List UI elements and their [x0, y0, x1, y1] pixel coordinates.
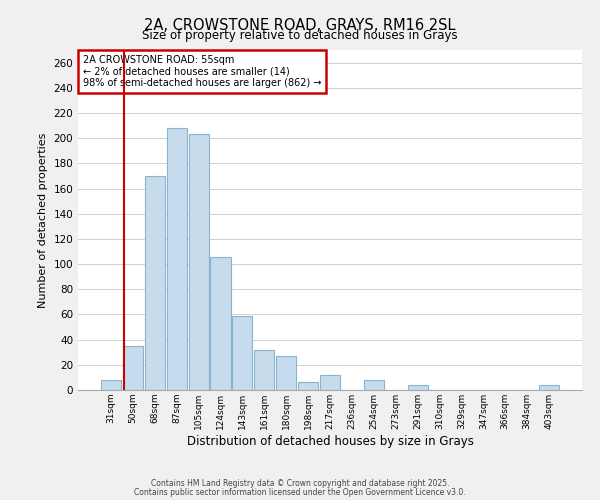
Bar — [188, 134, 209, 390]
Bar — [407, 385, 428, 390]
Text: Contains HM Land Registry data © Crown copyright and database right 2025.: Contains HM Land Registry data © Crown c… — [151, 479, 449, 488]
Bar — [254, 350, 274, 390]
Bar — [167, 128, 187, 390]
Bar — [232, 316, 253, 390]
Text: Size of property relative to detached houses in Grays: Size of property relative to detached ho… — [142, 29, 458, 42]
Bar — [364, 380, 384, 390]
Bar — [123, 346, 143, 390]
Text: Contains public sector information licensed under the Open Government Licence v3: Contains public sector information licen… — [134, 488, 466, 497]
X-axis label: Distribution of detached houses by size in Grays: Distribution of detached houses by size … — [187, 434, 473, 448]
Bar — [539, 385, 559, 390]
Text: 2A, CROWSTONE ROAD, GRAYS, RM16 2SL: 2A, CROWSTONE ROAD, GRAYS, RM16 2SL — [144, 18, 456, 32]
Bar — [298, 382, 318, 390]
Bar — [276, 356, 296, 390]
Y-axis label: Number of detached properties: Number of detached properties — [38, 132, 48, 308]
Bar — [101, 380, 121, 390]
Bar — [211, 256, 230, 390]
Text: 2A CROWSTONE ROAD: 55sqm
← 2% of detached houses are smaller (14)
98% of semi-de: 2A CROWSTONE ROAD: 55sqm ← 2% of detache… — [83, 55, 322, 88]
Bar — [145, 176, 165, 390]
Bar — [320, 375, 340, 390]
